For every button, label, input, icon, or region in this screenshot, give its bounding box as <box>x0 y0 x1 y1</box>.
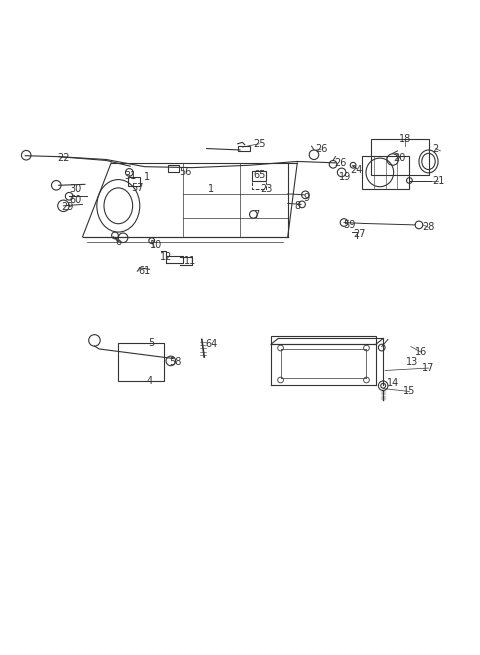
Text: 8: 8 <box>294 201 300 211</box>
Bar <box>128 177 140 186</box>
Text: 13: 13 <box>406 357 418 367</box>
Text: 21: 21 <box>432 176 444 185</box>
Text: 56: 56 <box>179 168 192 178</box>
Text: 7: 7 <box>253 210 260 220</box>
Text: 22: 22 <box>57 153 70 163</box>
Text: 12: 12 <box>160 252 172 262</box>
Text: 4: 4 <box>146 376 152 386</box>
Text: 16: 16 <box>415 347 428 358</box>
Text: 28: 28 <box>422 222 435 233</box>
Text: 31: 31 <box>124 171 136 181</box>
Text: 18: 18 <box>398 134 411 144</box>
Text: 1: 1 <box>144 172 150 182</box>
Bar <box>118 343 164 381</box>
Text: 6: 6 <box>115 236 121 246</box>
Text: 24: 24 <box>351 165 363 175</box>
Text: 30: 30 <box>69 184 82 194</box>
Text: 19: 19 <box>339 172 351 182</box>
Bar <box>252 171 266 181</box>
Bar <box>168 165 179 172</box>
Text: 64: 64 <box>205 339 217 349</box>
Text: 20: 20 <box>394 153 406 163</box>
Text: 29: 29 <box>61 202 73 212</box>
Text: 58: 58 <box>169 357 182 367</box>
Text: 61: 61 <box>138 266 151 276</box>
Text: 59: 59 <box>344 220 356 230</box>
Text: 14: 14 <box>386 379 399 388</box>
Bar <box>371 139 429 175</box>
Text: 60: 60 <box>69 195 82 204</box>
Text: 23: 23 <box>260 184 273 194</box>
Text: 9: 9 <box>304 193 310 202</box>
Text: 65: 65 <box>253 170 265 179</box>
Text: 11: 11 <box>184 255 196 266</box>
Text: 5: 5 <box>149 338 155 348</box>
Bar <box>238 145 250 151</box>
Text: 26: 26 <box>315 145 327 155</box>
Text: 57: 57 <box>131 183 144 193</box>
Text: 25: 25 <box>253 139 265 149</box>
Text: 1: 1 <box>208 184 215 194</box>
Text: 15: 15 <box>403 386 416 396</box>
Text: 2: 2 <box>432 143 439 153</box>
Text: 17: 17 <box>422 363 435 373</box>
Bar <box>362 156 409 189</box>
Text: 26: 26 <box>334 158 347 168</box>
Text: 10: 10 <box>150 240 163 250</box>
Bar <box>271 335 376 345</box>
Text: 27: 27 <box>353 229 366 240</box>
